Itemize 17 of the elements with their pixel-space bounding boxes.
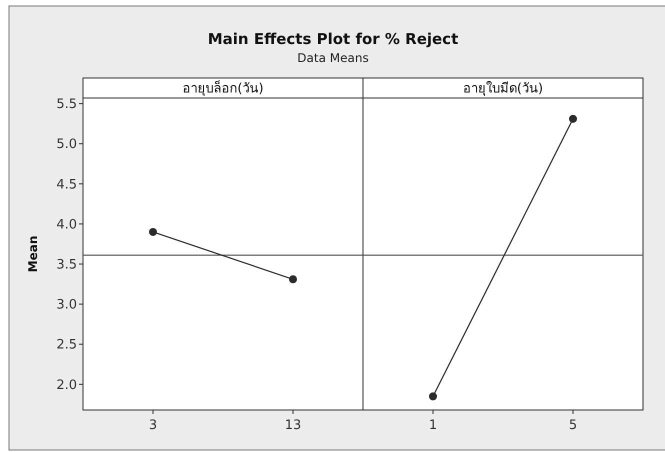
y-tick-label: 4.5 bbox=[56, 177, 77, 192]
chart-title: Main Effects Plot for % Reject bbox=[208, 30, 458, 48]
x-axis-title: อายุใบมีด(วัน) bbox=[462, 80, 544, 96]
x-axis-title: อายุบล็อก(วัน) bbox=[182, 78, 264, 96]
y-tick-label: 5.5 bbox=[56, 97, 77, 112]
y-tick-label: 3.5 bbox=[56, 258, 77, 273]
x-tick-label: 5 bbox=[568, 418, 578, 433]
x-tick-label: 1 bbox=[428, 418, 438, 433]
y-tick-label: 3.0 bbox=[56, 298, 77, 313]
x-tick-label: 13 bbox=[284, 418, 302, 433]
y-tick-label: 2.0 bbox=[56, 378, 77, 393]
y-axis-title: Mean bbox=[26, 236, 40, 272]
x-tick-label: 3 bbox=[148, 418, 158, 433]
y-tick-label: 4.0 bbox=[56, 217, 77, 232]
y-tick-label: 5.0 bbox=[56, 137, 77, 152]
y-tick-label: 2.5 bbox=[56, 338, 77, 353]
chart-subtitle: Data Means bbox=[297, 51, 369, 65]
